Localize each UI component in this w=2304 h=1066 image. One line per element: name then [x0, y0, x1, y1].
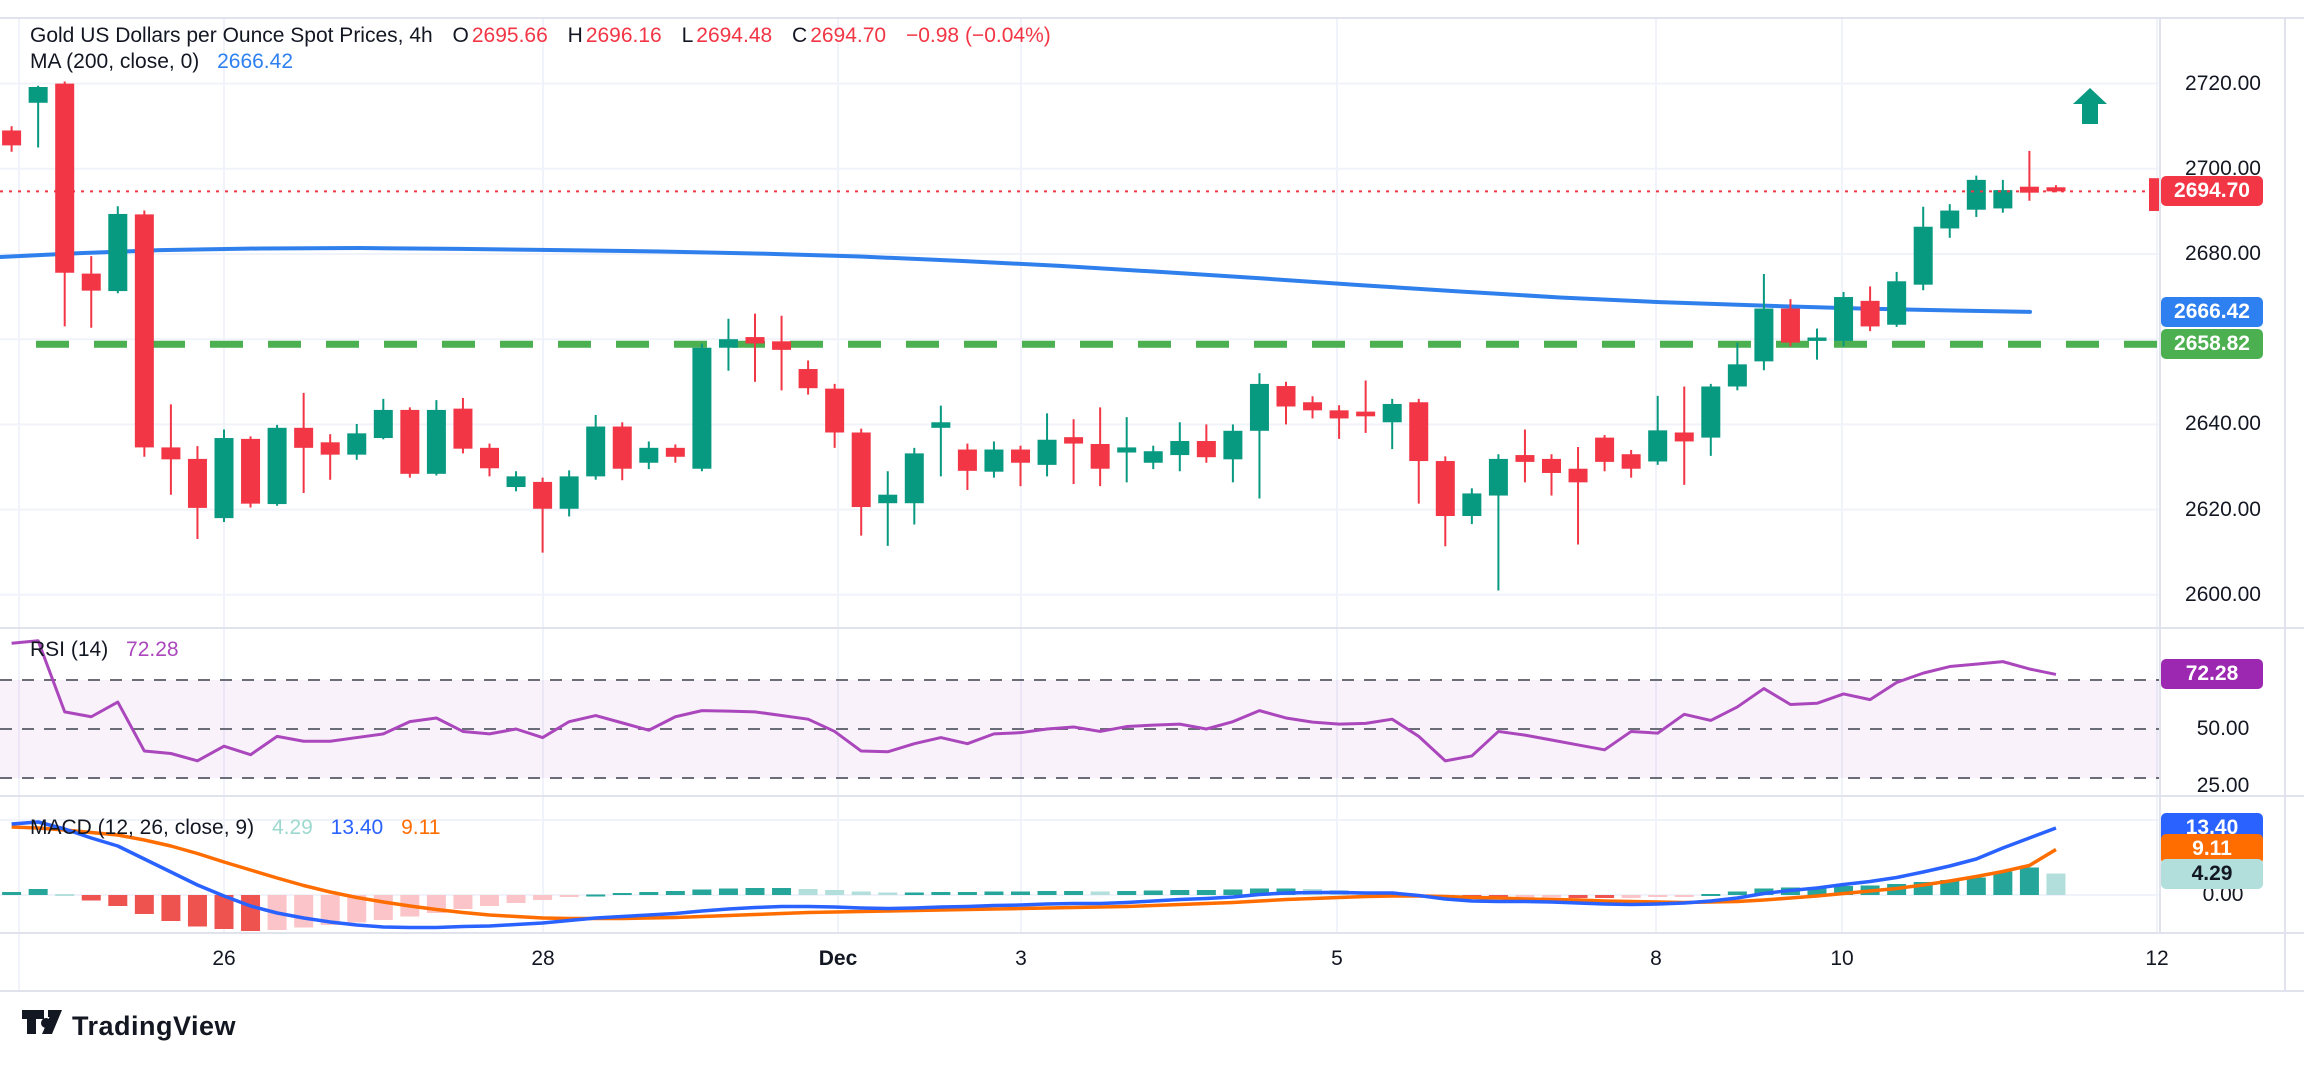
ma-value: 2666.42: [217, 50, 294, 73]
tradingview-logo-text: TradingView: [72, 1010, 237, 1041]
price-tick-label: 2640.00: [2185, 412, 2261, 436]
time-axis[interactable]: 26 28 Dec 3 5 8 10 12: [0, 933, 2168, 991]
up-arrow-marker: [2073, 88, 2107, 124]
macd-label: MACD (12, 26, close, 9): [30, 816, 255, 839]
symbol-legend-row[interactable]: Gold US Dollars per Ounce Spot Prices, 4…: [30, 24, 1051, 48]
macd-line-value: 13.40: [330, 816, 384, 839]
macd-hist-value: 4.29: [271, 816, 313, 839]
time-tick-label: 3: [1015, 947, 1027, 970]
price-tick-label: 2600.00: [2185, 582, 2261, 606]
close-label: C: [792, 24, 808, 47]
price-tick-label: 2680.00: [2185, 242, 2261, 265]
rsi-tick-label: 25.00: [2196, 774, 2250, 797]
price-tick-label: 2620.00: [2185, 497, 2261, 521]
rsi-value: 72.28: [126, 638, 179, 661]
price-tick-label: 2700.00: [2185, 156, 2261, 180]
time-tick-label: 8: [1650, 947, 1662, 970]
close-value: 2694.70: [810, 24, 887, 47]
rsi-tick-label: 50.00: [2196, 717, 2250, 740]
axis-badge: 4.29: [2161, 858, 2263, 889]
time-tick-label: 26: [212, 947, 236, 970]
symbol-title: Gold US Dollars per Ounce Spot Prices, 4…: [30, 24, 433, 47]
ma-label: MA (200, close, 0): [30, 50, 200, 73]
axis-badge: 2658.82: [2161, 329, 2263, 360]
price-tick-label: 2720.00: [2185, 71, 2261, 95]
low-label: L: [681, 24, 694, 47]
tradingview-logo-icon: [22, 1010, 62, 1034]
high-value: 2696.16: [585, 24, 662, 47]
time-tick-label: Dec: [818, 947, 858, 970]
time-tick-label: 10: [1830, 947, 1854, 970]
time-tick-label: 5: [1331, 947, 1343, 970]
high-label: H: [567, 24, 583, 47]
macd-legend-row[interactable]: MACD (12, 26, close, 9) 4.29 13.40 9.11: [30, 816, 440, 840]
axis-badge: 72.28: [2161, 659, 2263, 690]
open-value: 2695.66: [471, 24, 548, 47]
macd-signal-value: 9.11: [401, 816, 441, 839]
rsi-legend-row[interactable]: RSI (14) 72.28: [30, 638, 179, 662]
rsi-label: RSI (14): [30, 638, 109, 661]
open-label: O: [452, 24, 469, 47]
low-value: 2694.48: [696, 24, 773, 47]
macd-tick-label: 0.00: [2202, 883, 2244, 906]
axis-badge: 2666.42: [2161, 296, 2263, 327]
time-tick-label: 12: [2145, 947, 2168, 970]
tradingview-logo[interactable]: TradingView: [22, 1008, 236, 1044]
ma-legend-row[interactable]: MA (200, close, 0) 2666.42: [30, 50, 293, 74]
axis-badge: 2694.70: [2161, 176, 2263, 207]
change-value: −0.98 (−0.04%): [905, 24, 1051, 47]
time-tick-label: 28: [531, 947, 555, 970]
